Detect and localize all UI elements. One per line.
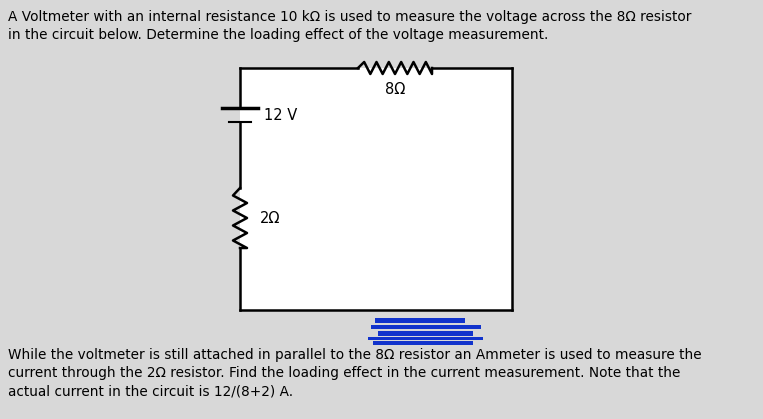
Bar: [371, 325, 481, 329]
Text: current through the 2Ω resistor. Find the loading effect in the current measurem: current through the 2Ω resistor. Find th…: [8, 366, 681, 380]
FancyBboxPatch shape: [240, 68, 512, 310]
Text: A Voltmeter with an internal resistance 10 kΩ is used to measure the voltage acr: A Voltmeter with an internal resistance …: [8, 10, 691, 24]
Text: 12 V: 12 V: [264, 108, 298, 122]
Text: 8Ω: 8Ω: [385, 82, 405, 97]
Bar: [373, 341, 473, 345]
Text: in the circuit below. Determine the loading effect of the voltage measurement.: in the circuit below. Determine the load…: [8, 28, 549, 42]
Text: While the voltmeter is still attached in parallel to the 8Ω resistor an Ammeter : While the voltmeter is still attached in…: [8, 348, 702, 362]
Text: actual current in the circuit is 12/(8+2) A.: actual current in the circuit is 12/(8+2…: [8, 384, 293, 398]
Bar: [378, 331, 473, 336]
Bar: [375, 318, 465, 323]
Text: 2Ω: 2Ω: [260, 210, 280, 225]
Bar: [368, 337, 483, 340]
